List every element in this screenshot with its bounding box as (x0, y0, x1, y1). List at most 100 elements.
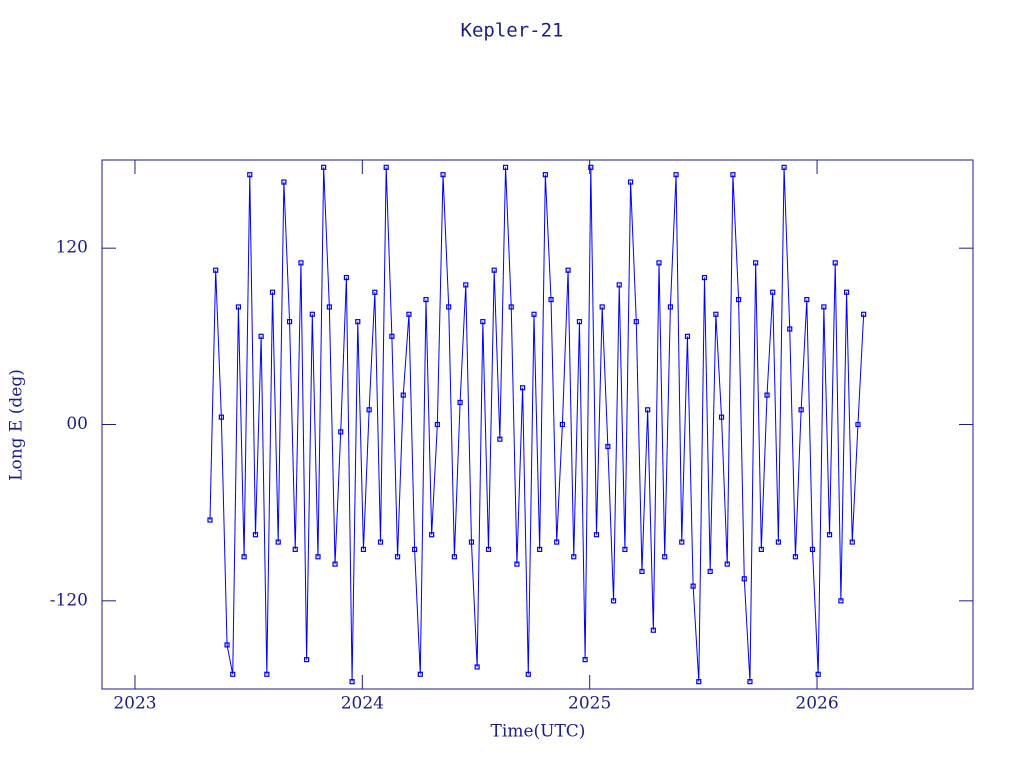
data-point (434, 421, 440, 428)
data-point (423, 296, 429, 303)
data-point (463, 282, 469, 288)
data-point (406, 311, 412, 317)
data-point (588, 164, 594, 170)
data-point (315, 554, 321, 560)
data-point (747, 679, 753, 685)
data-point (292, 546, 298, 553)
data-point (502, 164, 509, 170)
data-point (542, 172, 548, 178)
data-point (673, 172, 679, 178)
data-point (537, 546, 543, 553)
data-point (480, 319, 486, 325)
data-point (690, 583, 696, 589)
data-point (264, 671, 270, 677)
x-tick-label: 2026 (795, 694, 838, 714)
data-point (679, 539, 685, 545)
data-point (616, 282, 622, 288)
x-tick-label: 2025 (568, 694, 611, 714)
data-point (701, 274, 708, 281)
data-point (758, 546, 764, 553)
data-point (457, 399, 463, 406)
data-point (753, 260, 759, 266)
y-axis-label: Long E (deg) (7, 369, 27, 481)
data-point (855, 421, 861, 428)
data-point (741, 576, 747, 582)
data-point (321, 164, 327, 170)
data-point (599, 304, 605, 310)
data-point (633, 319, 639, 325)
data-point (571, 554, 577, 560)
data-point (730, 172, 736, 178)
data-point (861, 311, 867, 317)
data-point (440, 172, 446, 178)
data-point (360, 546, 367, 553)
data-point (525, 671, 531, 677)
data-point (241, 554, 247, 560)
data-point (230, 671, 236, 677)
data-point (605, 443, 611, 450)
data-point (309, 311, 315, 317)
data-point (667, 304, 673, 310)
data-point (332, 561, 338, 567)
data-point (718, 414, 725, 420)
data-point (394, 554, 401, 560)
x-tick-label: 2023 (113, 694, 156, 714)
data-point (269, 289, 276, 295)
data-point (707, 568, 713, 575)
data-point (485, 546, 492, 553)
data-point (213, 267, 219, 273)
data-point (304, 657, 310, 663)
data-point (735, 296, 742, 303)
data-point (593, 532, 600, 538)
data-point (764, 392, 770, 398)
data-point (826, 532, 833, 538)
plot-frame (101, 159, 974, 690)
data-point (684, 333, 691, 339)
data-point (554, 539, 560, 545)
data-point (815, 671, 821, 677)
data-point (781, 164, 787, 170)
data-point (207, 517, 213, 523)
data-point (804, 296, 810, 303)
data-point (798, 407, 804, 413)
x-tick-label: 2024 (341, 694, 384, 714)
data-point (298, 260, 304, 266)
data-point (474, 664, 480, 670)
data-point (639, 568, 645, 575)
data-point (713, 311, 719, 317)
y-tick-label: 120 (56, 238, 88, 258)
data-point (446, 304, 452, 310)
data-point (792, 554, 799, 560)
data-point (355, 319, 361, 325)
data-point (451, 554, 458, 560)
data-point (417, 671, 423, 677)
data-point (821, 304, 827, 310)
data-point (252, 532, 259, 538)
chart-title: Kepler-21 (461, 20, 564, 42)
data-point (218, 414, 224, 420)
data-point (775, 539, 781, 545)
data-point (582, 657, 588, 663)
data-point (338, 429, 344, 435)
data-point (497, 436, 503, 442)
data-point (787, 326, 793, 332)
data-point (770, 289, 776, 295)
data-point (832, 260, 838, 266)
series-line (209, 167, 865, 682)
data-point (275, 539, 281, 545)
data-point (468, 539, 475, 545)
data-point (696, 679, 702, 685)
data-point (565, 267, 571, 273)
data-point (656, 260, 662, 266)
data-point (429, 532, 435, 538)
data-point (514, 561, 520, 567)
data-point (531, 311, 537, 317)
data-point (520, 385, 526, 391)
data-point (224, 642, 230, 648)
data-point (508, 304, 514, 310)
data-point (377, 539, 384, 545)
data-point (628, 179, 634, 185)
data-point (548, 296, 554, 303)
data-point (610, 598, 617, 604)
